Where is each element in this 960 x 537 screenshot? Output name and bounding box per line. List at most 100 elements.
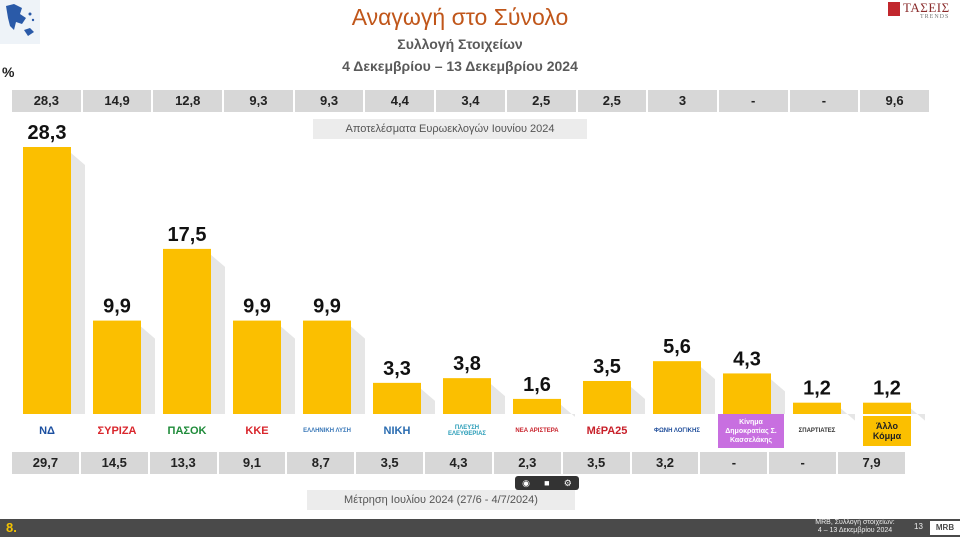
bar-shadow — [561, 404, 575, 417]
party-logo: ΦΩΝΗ ΛΟΓΙΚΗΣ — [648, 416, 706, 446]
euro-cell: 2,5 — [578, 90, 649, 112]
bar-value-label: 1,6 — [523, 374, 551, 396]
bar — [653, 361, 701, 414]
bar-value-label: 1,2 — [873, 378, 901, 400]
bar-shadow — [211, 254, 225, 414]
bar-shadow — [281, 326, 295, 414]
bar — [863, 402, 911, 414]
euro-cell: 2,5 — [507, 90, 578, 112]
party-logo-text: ΝΔ — [39, 425, 55, 437]
bar — [233, 320, 281, 414]
party-logo: ΚΚΕ — [228, 416, 286, 446]
bar — [373, 382, 421, 414]
euro-cell: 9,3 — [295, 90, 366, 112]
tasis-trends-logo: ΤΑΣΕΙΣ TRENDS — [884, 0, 960, 22]
euro-cell: 3,4 — [436, 90, 507, 112]
bar-value-label: 3,8 — [453, 353, 481, 375]
july-cell: 9,1 — [219, 452, 288, 474]
july-cell: 3,5 — [563, 452, 632, 474]
bar — [93, 320, 141, 414]
greece-map-thumbnail — [0, 0, 40, 44]
logo-text: ΤΑΣΕΙΣ — [903, 0, 950, 15]
date-range: 4 Δεκεμβρίου – 13 Δεκεμβρίου 2024 — [342, 58, 578, 74]
bar-shadow — [911, 408, 925, 421]
euro-cell: - — [790, 90, 861, 112]
party-logo-text: ΠΛΕΥΣΗ ΕΛΕΥΘΕΡΙΑΣ — [447, 425, 487, 437]
bar-value-label: 3,5 — [593, 356, 621, 378]
euro-cell: 14,9 — [83, 90, 154, 112]
bar-shadow — [631, 386, 645, 414]
party-logo-text: Άλλο Κόμμα — [872, 421, 902, 441]
mrb-logo: MRB — [930, 521, 960, 535]
july-cell: 13,3 — [150, 452, 219, 474]
party-logo: Άλλο Κόμμα — [863, 416, 911, 446]
july-cell: 7,9 — [862, 455, 881, 470]
july-cell: 14,5 — [81, 452, 150, 474]
july-cell: 3,5 — [356, 452, 426, 474]
footer-bar: 8. MRB, Συλλογή στοιχείων: 4 – 13 Δεκεμβ… — [0, 519, 960, 537]
slide-number: 8. — [6, 520, 17, 535]
unit-label: % — [2, 64, 15, 80]
footer-source: MRB, Συλλογή στοιχείων: 4 – 13 Δεκεμβρίο… — [800, 519, 910, 535]
bar-value-label: 9,9 — [313, 296, 341, 318]
page-number: 13 — [914, 522, 923, 531]
euro-cell: 3 — [648, 90, 719, 112]
camera-icon[interactable]: ◉ — [522, 477, 530, 488]
bar — [303, 320, 351, 414]
bar-value-label: 4,3 — [733, 348, 761, 370]
party-logo: ΕΛΛΗΝΙΚΗ ΛΥΣΗ — [298, 416, 356, 446]
settings-icon[interactable]: ⚙ — [563, 477, 572, 488]
bar-shadow — [351, 326, 365, 414]
bar — [23, 147, 71, 414]
bar-shadow — [141, 326, 155, 414]
party-logo-text: ΝΕΑ ΑΡΙΣΤΕΡΑ — [515, 428, 559, 434]
bar-shadow — [771, 379, 785, 414]
euro-results-row: 28,3 14,9 12,8 9,3 9,3 4,4 3,4 2,5 2,5 3- -9,6 — [12, 90, 929, 112]
bar-shadow — [421, 388, 435, 414]
party-logo: ΝΕΑ ΑΡΙΣΤΕΡΑ — [508, 416, 566, 446]
media-toolbar[interactable]: ◉ ■ ⚙ — [515, 476, 579, 490]
party-logo-text: Κίνημα Δημοκρατίας Σ. Κασσελάκης — [725, 418, 777, 444]
bar — [723, 373, 771, 414]
bar-value-label: 28,3 — [28, 122, 67, 144]
euro-cell: - — [719, 90, 790, 112]
bar-shadow — [491, 384, 505, 414]
party-logo-text: ΠΑΣΟΚ — [167, 425, 207, 437]
bar-value-label: 17,5 — [168, 224, 207, 246]
bar — [513, 398, 561, 414]
party-logo: ΝΙΚΗ — [368, 416, 426, 446]
july-cell: 29,7 — [12, 452, 81, 474]
july-cell: 3,2 — [632, 452, 701, 474]
bar — [793, 402, 841, 414]
euro-cell: 9,6 — [885, 93, 904, 108]
july-cell: 2,3 — [494, 452, 563, 474]
greece-map-icon — [6, 4, 35, 36]
bar-shadow — [841, 408, 855, 421]
party-logo-text: ΣΠΑΡΤΙΑΤΕΣ — [798, 428, 836, 434]
chart-subtitle: Συλλογή Στοιχείων — [397, 36, 523, 52]
party-logo-text: ΚΚΕ — [245, 425, 269, 437]
party-logo: ΣΥΡΙΖΑ — [88, 416, 146, 446]
party-logo: ΝΔ — [18, 416, 76, 446]
party-logo-text: ΣΥΡΙΖΑ — [97, 425, 137, 437]
bar-shadow — [71, 153, 85, 414]
july-cell: 4,3 — [425, 452, 494, 474]
party-logo-text: ΝΙΚΗ — [383, 425, 411, 437]
party-logo: ΠΛΕΥΣΗ ΕΛΕΥΘΕΡΙΑΣ — [438, 416, 496, 446]
bar-value-label: 5,6 — [663, 336, 691, 358]
party-logo: ΣΠΑΡΤΙΑΤΕΣ — [788, 416, 846, 446]
july-measurement-row: 29,7 14,5 13,3 9,1 8,7 3,5 4,3 2,3 3,5 3,2- -7,9 — [12, 452, 905, 474]
euro-cell: 9,3 — [224, 90, 295, 112]
party-logo: Κίνημα Δημοκρατίας Σ. Κασσελάκης — [718, 414, 784, 448]
bar — [163, 248, 211, 414]
euro-cell: 4,4 — [365, 90, 437, 112]
bar-value-label: 9,9 — [103, 296, 131, 318]
logo-subtext: TRENDS — [920, 14, 950, 20]
footer-source-line2: 4 – 13 Δεκεμβρίου 2024 — [817, 527, 893, 534]
bar-value-label: 9,9 — [243, 296, 271, 318]
july-cell: - — [769, 452, 839, 474]
party-logo-text: ΕΛΛΗΝΙΚΗ ΛΥΣΗ — [303, 428, 351, 434]
video-icon[interactable]: ■ — [544, 478, 550, 488]
footer-source-line1: MRB, Συλλογή στοιχείων: — [815, 519, 895, 526]
